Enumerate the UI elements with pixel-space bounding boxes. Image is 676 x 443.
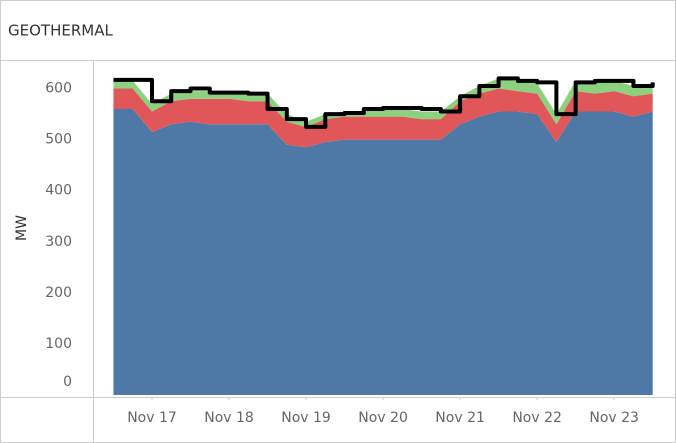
x-tick-label: Nov 17 bbox=[127, 410, 177, 426]
total-line bbox=[113, 76, 655, 129]
y-axis-label: MW bbox=[14, 215, 30, 241]
x-tick-label: Nov 23 bbox=[589, 410, 639, 426]
area bbox=[113, 108, 653, 395]
y-tick-label: 600 bbox=[45, 81, 72, 97]
y-tick-label: 200 bbox=[45, 285, 72, 301]
x-tick-label: Nov 21 bbox=[435, 410, 485, 426]
x-tick-label: Nov 20 bbox=[358, 410, 408, 426]
y-tick-label: 500 bbox=[45, 132, 72, 148]
x-tick-label: Nov 18 bbox=[204, 410, 254, 426]
area bbox=[113, 88, 653, 148]
area bbox=[113, 78, 653, 127]
x-tick-label: Nov 19 bbox=[281, 410, 331, 426]
y-tick-label: 400 bbox=[45, 183, 72, 199]
y-tick-label: 100 bbox=[45, 336, 72, 352]
x-tick-label: Nov 22 bbox=[512, 410, 562, 426]
y-tick-label: 300 bbox=[45, 234, 72, 250]
chart-title: GEOTHERMAL bbox=[8, 22, 113, 40]
y-tick-label: 0 bbox=[63, 374, 72, 390]
